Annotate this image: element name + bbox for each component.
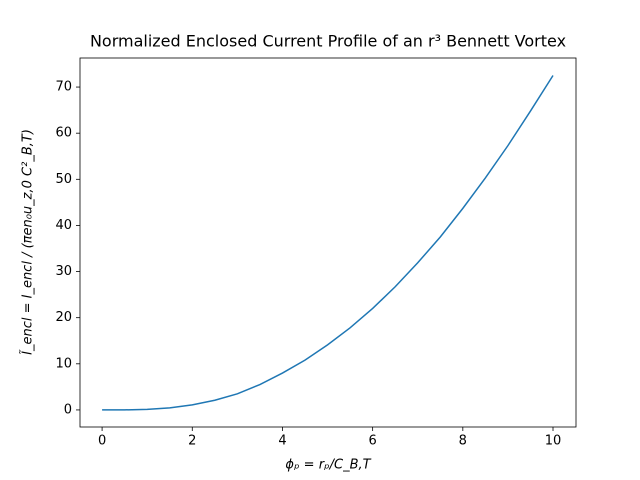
y-tick-label: 50 [55,172,72,187]
y-tick-label: 0 [64,402,72,417]
y-tick-label: 20 [55,310,72,325]
x-tick-label: 10 [545,434,562,449]
y-tick-label: 70 [55,80,72,95]
x-tick-label: 4 [278,434,286,449]
x-tick-label: 0 [98,434,106,449]
x-tick-label: 2 [188,434,196,449]
y-tick-label: 60 [55,126,72,141]
y-axis-label: Ĩ_encl = I_encl / (πen₀u_z,0 C²_B,T) [20,129,36,355]
chart-title: Normalized Enclosed Current Profile of a… [90,32,566,51]
plot-frame [79,57,577,428]
x-tick-label: 6 [368,434,376,449]
x-tick-label: 8 [459,434,467,449]
y-tick-label: 30 [55,264,72,279]
y-tick-label: 10 [55,356,72,371]
data-line [102,75,554,411]
y-tick-label: 40 [55,218,72,233]
x-axis-label: ϕₚ = rₚ/C_B,T [285,458,371,473]
